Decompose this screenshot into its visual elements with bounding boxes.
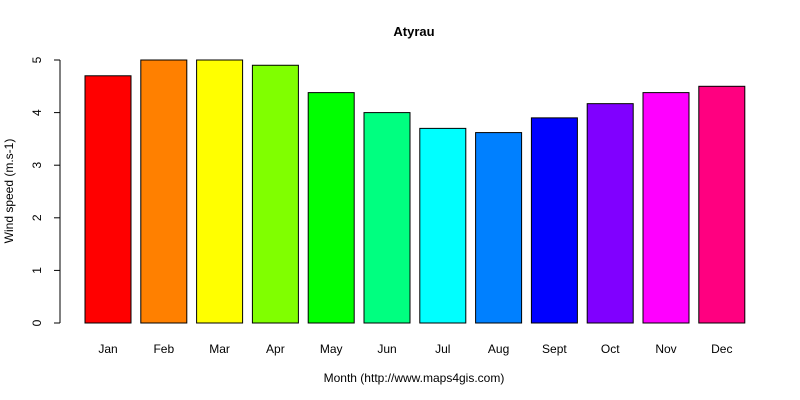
x-tick-label-jul: Jul bbox=[435, 342, 450, 356]
x-tick-label-dec: Dec bbox=[711, 342, 732, 356]
y-axis-ticks: 0 1 2 3 4 5 bbox=[30, 56, 60, 326]
bar-feb bbox=[140, 59, 188, 324]
x-tick-label-may: May bbox=[320, 342, 343, 356]
x-tick-label-feb: Feb bbox=[153, 342, 174, 356]
x-tick-label-jun: Jun bbox=[377, 342, 396, 356]
y-tick-label: 0 bbox=[30, 319, 44, 326]
bar-mar bbox=[196, 59, 244, 324]
x-tick-label-nov: Nov bbox=[655, 342, 676, 356]
y-tick-label: 4 bbox=[30, 109, 44, 116]
bar-apr bbox=[251, 64, 299, 324]
bar-may bbox=[307, 92, 355, 324]
x-axis-tick-labels: Jan Feb Mar Apr May Jun Jul Aug Sept Oct Nov Dec bbox=[98, 342, 732, 356]
bar-oct bbox=[586, 103, 634, 324]
y-tick-label: 1 bbox=[30, 267, 44, 274]
bar-nov bbox=[642, 92, 690, 324]
y-axis-label: Wind speed (m.s-1) bbox=[2, 139, 16, 244]
y-tick-label: 3 bbox=[30, 162, 44, 169]
x-tick-label-jan: Jan bbox=[98, 342, 117, 356]
y-tick-label: 2 bbox=[30, 214, 44, 221]
x-tick-label-sept: Sept bbox=[542, 342, 567, 356]
x-tick-label-aug: Aug bbox=[488, 342, 509, 356]
bars-group bbox=[84, 59, 746, 324]
bar-jul bbox=[419, 127, 467, 324]
bar-aug bbox=[475, 132, 523, 324]
x-axis-label: Month (http://www.maps4gis.com) bbox=[324, 371, 505, 385]
x-tick-label-mar: Mar bbox=[209, 342, 230, 356]
bar-dec bbox=[698, 85, 746, 324]
bar-jan bbox=[84, 75, 132, 324]
bar-sept bbox=[530, 117, 578, 324]
y-tick-label: 5 bbox=[30, 56, 44, 63]
x-tick-label-oct: Oct bbox=[601, 342, 620, 356]
chart-title: Atyrau bbox=[393, 24, 434, 39]
x-tick-label-apr: Apr bbox=[266, 342, 285, 356]
bar-jun bbox=[363, 112, 411, 324]
